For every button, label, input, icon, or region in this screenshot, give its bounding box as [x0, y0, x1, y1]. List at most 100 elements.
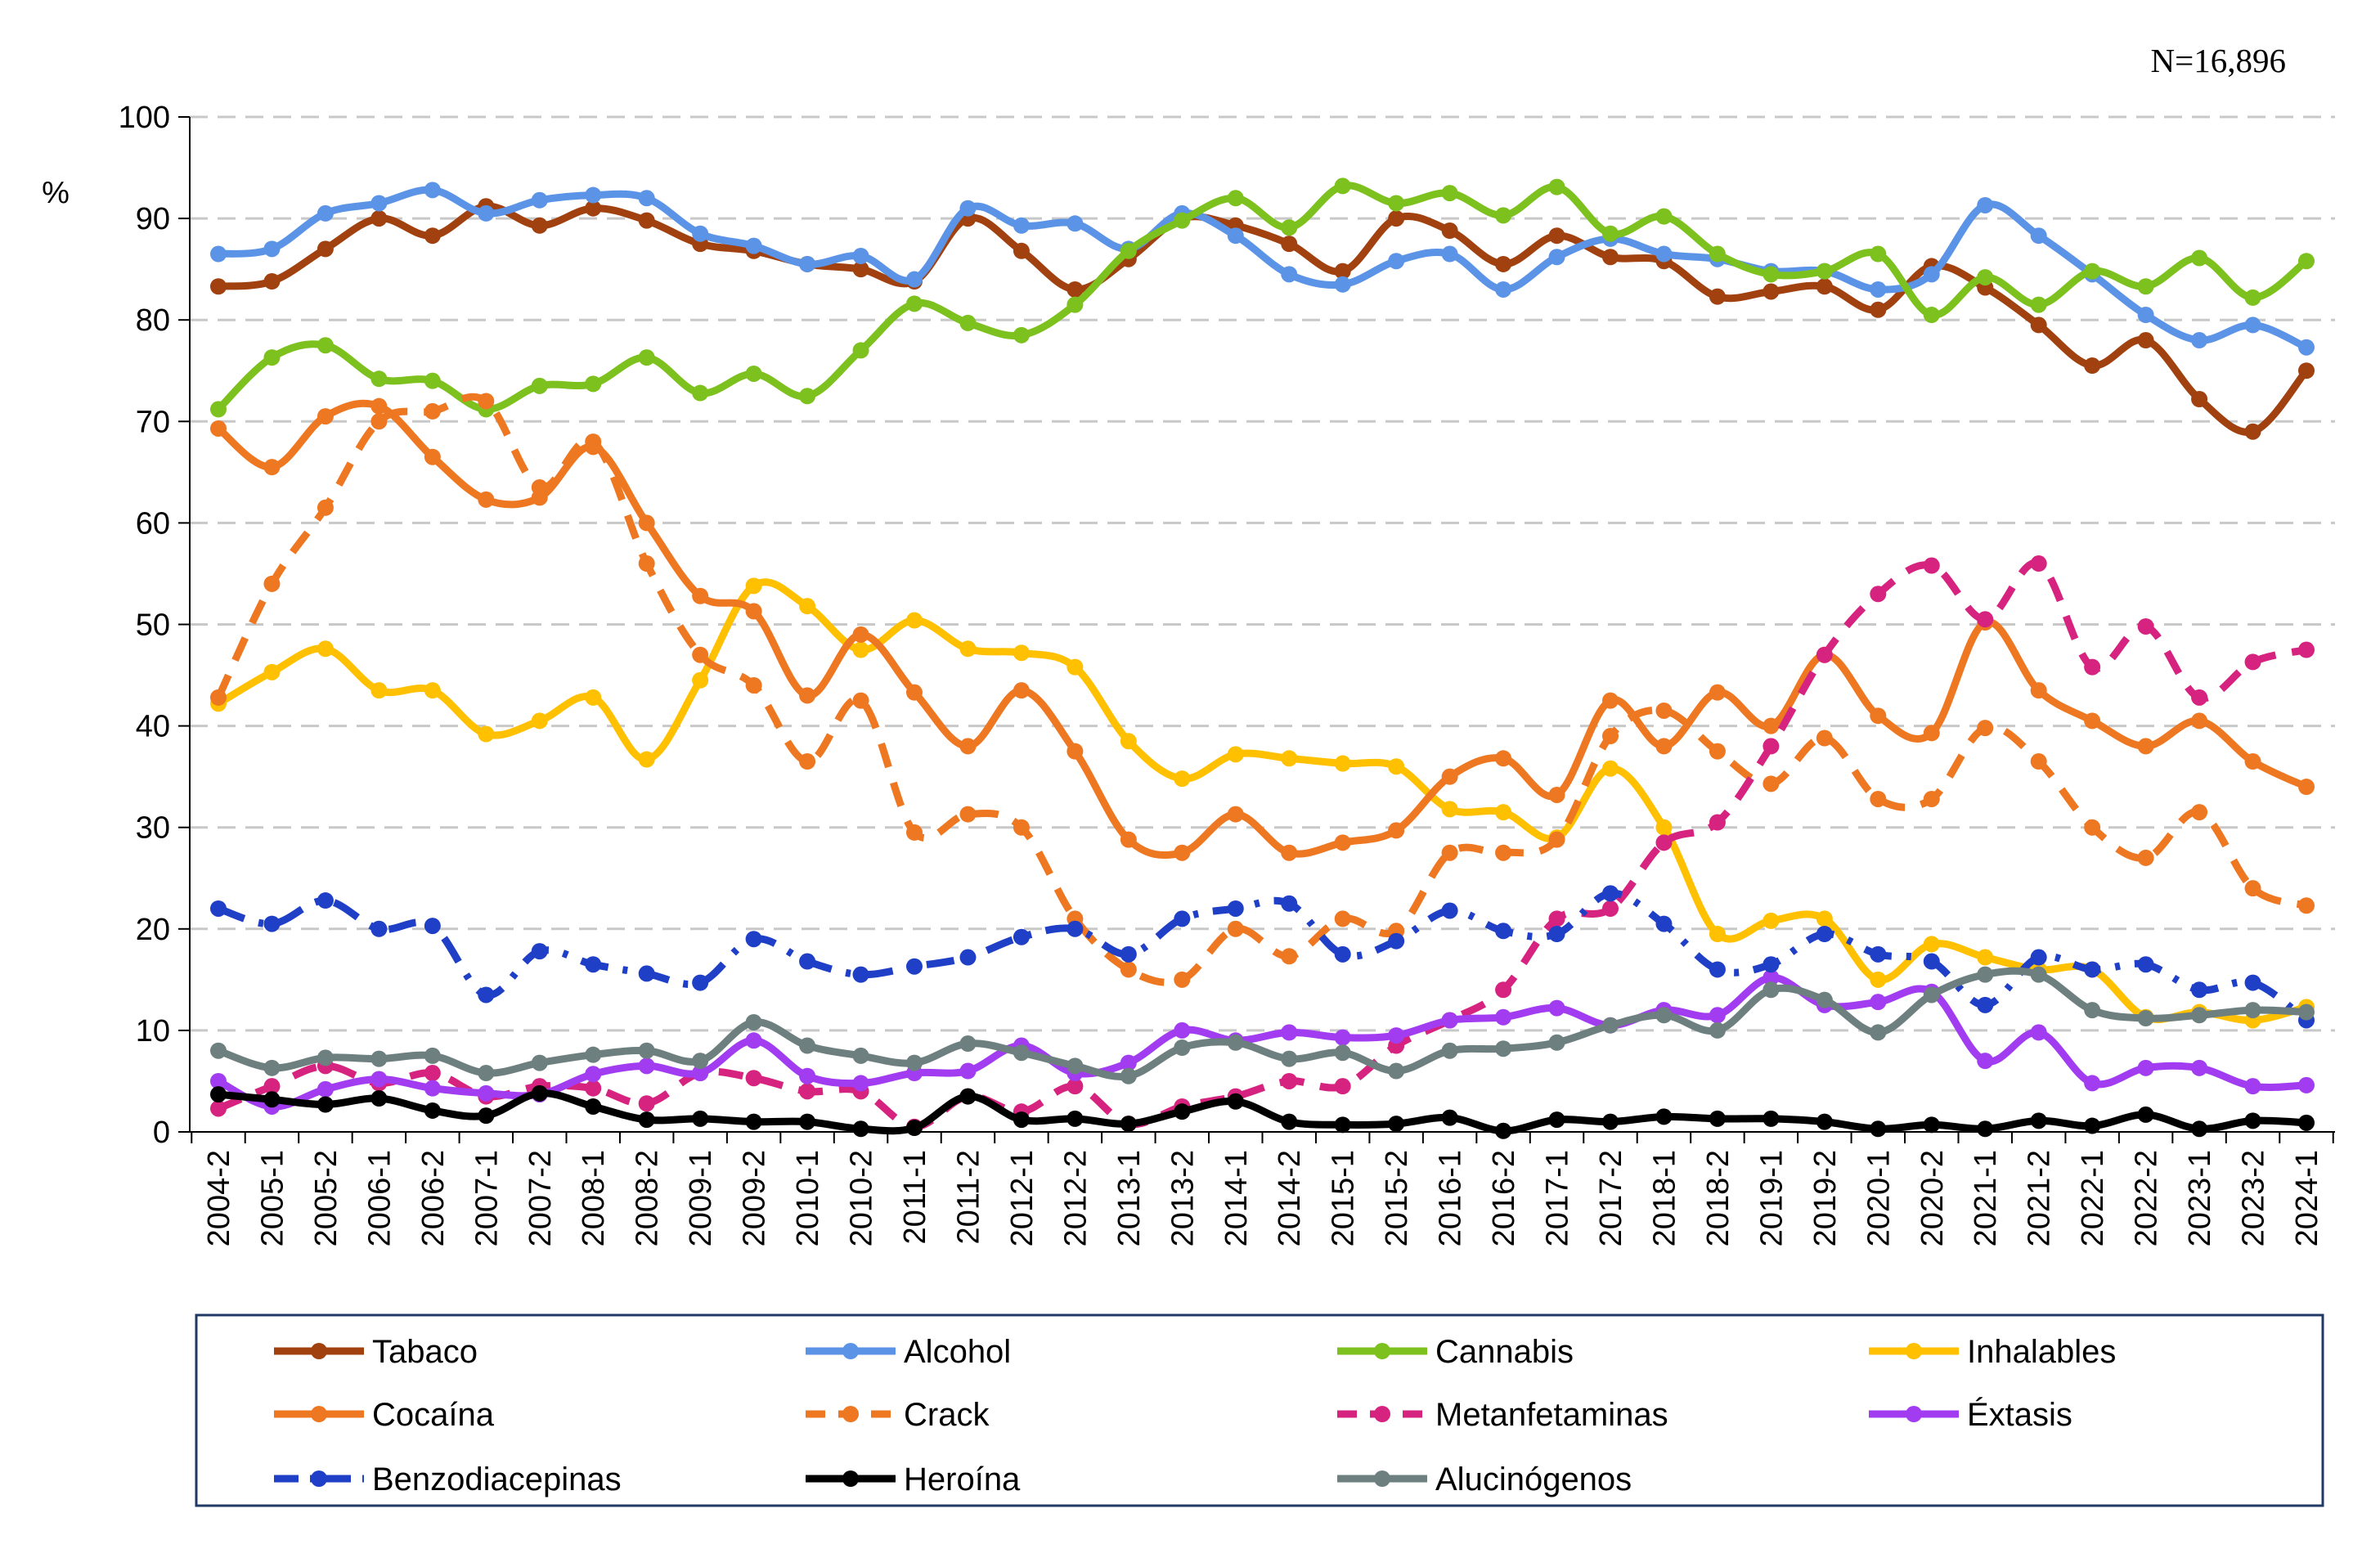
- x-tick-label: 2011-2: [951, 1150, 986, 1245]
- data-point-alcohol: [2244, 317, 2261, 334]
- data-point-benzodiacepinas: [1602, 885, 1619, 902]
- data-point-benzodiacepinas: [585, 956, 602, 973]
- data-point-crack: [478, 393, 495, 410]
- data-point-cannabis: [585, 375, 602, 393]
- x-tick-label: 2015-1: [1327, 1150, 1361, 1246]
- legend-label: Éxtasis: [1967, 1396, 2072, 1433]
- data-point-cannabis: [1655, 208, 1673, 225]
- data-point-benzodiacepinas: [799, 953, 816, 970]
- legend-label: Cocaína: [372, 1397, 495, 1433]
- data-point-metanfetaminas: [2298, 641, 2315, 658]
- data-point-inhalables: [585, 689, 602, 706]
- x-tick-label: 2005-2: [309, 1150, 344, 1246]
- y-tick-label: 90: [136, 202, 170, 236]
- data-point-crack: [852, 692, 869, 709]
- data-point-alucinogenos: [1388, 1062, 1405, 1080]
- data-point-cocaina: [1763, 717, 1780, 734]
- data-point-metanfetaminas: [2084, 658, 2101, 676]
- data-point-alcohol: [585, 186, 602, 204]
- data-point-benzodiacepinas: [210, 900, 227, 917]
- series-heroina: [210, 1084, 2315, 1139]
- data-point-alcohol: [852, 248, 869, 265]
- data-point-inhalables: [370, 682, 388, 699]
- x-tick-label: 2017-2: [1594, 1150, 1628, 1246]
- data-point-tabaco: [1334, 263, 1351, 280]
- data-point-cannabis: [370, 370, 388, 388]
- data-point-metanfetaminas: [585, 1080, 602, 1097]
- data-point-alucinogenos: [1227, 1034, 1244, 1051]
- data-point-alucinogenos: [370, 1050, 388, 1067]
- data-point-alucinogenos: [1281, 1050, 1298, 1067]
- data-point-tabaco: [2137, 332, 2154, 349]
- data-point-heroina: [692, 1110, 709, 1127]
- data-point-extasis: [1334, 1029, 1351, 1046]
- data-point-heroina: [2030, 1112, 2047, 1129]
- data-point-heroina: [1227, 1093, 1244, 1110]
- x-tick-label: 2011-1: [898, 1150, 932, 1245]
- data-point-extasis: [1388, 1027, 1405, 1044]
- x-tick-label: 2016-2: [1487, 1150, 1521, 1246]
- data-point-inhalables: [1120, 733, 1137, 750]
- data-point-crack: [2191, 804, 2208, 821]
- data-point-inhalables: [1227, 746, 1244, 763]
- data-point-heroina: [1763, 1110, 1780, 1127]
- data-point-cocaina: [799, 687, 816, 704]
- data-point-heroina: [1548, 1111, 1565, 1129]
- data-point-alucinogenos: [2030, 966, 2047, 983]
- data-point-tabaco: [210, 278, 227, 295]
- data-point-tabaco: [2298, 362, 2315, 379]
- data-point-extasis: [2137, 1059, 2154, 1076]
- data-point-alcohol: [1441, 245, 1458, 263]
- data-point-alucinogenos: [1013, 1044, 1030, 1062]
- data-point-tabaco: [317, 240, 334, 258]
- data-point-cannabis: [638, 349, 655, 366]
- data-point-cannabis: [799, 388, 816, 405]
- series-line-heroina: [214, 1089, 2310, 1135]
- data-point-crack: [1655, 702, 1673, 719]
- data-point-metanfetaminas: [2244, 653, 2261, 671]
- legend-marker: [1906, 1343, 1922, 1359]
- data-point-inhalables: [1763, 912, 1780, 929]
- legend-marker: [842, 1406, 859, 1422]
- x-tick-label: 2024-1: [2290, 1150, 2324, 1246]
- data-point-alcohol: [424, 182, 441, 199]
- data-point-extasis: [1870, 994, 1887, 1011]
- data-point-cocaina: [370, 397, 388, 415]
- data-point-crack: [370, 413, 388, 430]
- data-point-cannabis: [1548, 178, 1565, 195]
- legend-marker: [311, 1470, 327, 1487]
- data-point-cannabis: [1977, 269, 1994, 286]
- data-point-metanfetaminas: [210, 1100, 227, 1117]
- data-point-alucinogenos: [1548, 1034, 1565, 1051]
- y-tick-label: 30: [136, 811, 170, 846]
- data-point-inhalables: [852, 641, 869, 658]
- data-point-tabaco: [1013, 242, 1030, 259]
- legend-item-heroina: Heroína: [806, 1461, 1021, 1497]
- data-point-alcohol: [1013, 217, 1030, 234]
- data-point-crack: [1816, 730, 1833, 747]
- data-point-cannabis: [1227, 190, 1244, 207]
- legend-item-cannabis: Cannabis: [1337, 1334, 1574, 1370]
- data-point-tabaco: [1388, 210, 1405, 227]
- legend-item-tabaco: Tabaco: [274, 1334, 478, 1370]
- data-point-inhalables: [531, 712, 548, 730]
- data-point-extasis: [478, 1084, 495, 1102]
- y-tick-label: 10: [136, 1014, 170, 1048]
- data-point-cannabis: [1281, 219, 1298, 236]
- legend-box: [195, 1313, 2324, 1507]
- data-point-inhalables: [1281, 750, 1298, 767]
- data-point-inhalables: [1816, 910, 1833, 927]
- data-point-benzodiacepinas: [1120, 945, 1137, 963]
- data-point-cocaina: [692, 587, 709, 604]
- data-point-cannabis: [1602, 225, 1619, 242]
- data-point-inhalables: [1174, 770, 1191, 788]
- data-point-inhalables: [1655, 819, 1673, 836]
- data-point-cannabis: [1763, 266, 1780, 283]
- data-point-heroina: [1816, 1113, 1833, 1130]
- legend-item-inhalables: Inhalables: [1869, 1334, 2116, 1370]
- data-point-cocaina: [2084, 712, 2101, 730]
- data-point-tabaco: [424, 227, 441, 245]
- data-point-heroina: [1334, 1116, 1351, 1134]
- data-point-extasis: [2298, 1076, 2315, 1093]
- data-point-cannabis: [906, 295, 923, 312]
